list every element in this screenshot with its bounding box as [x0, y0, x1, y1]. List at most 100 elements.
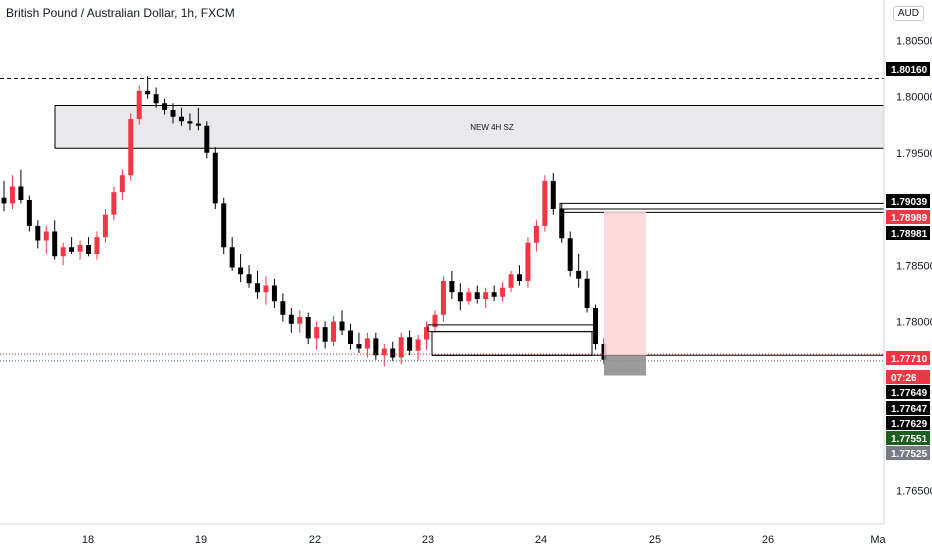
candle-body [119, 175, 125, 193]
x-tick-label: 25 [649, 534, 661, 546]
candle-body [297, 317, 303, 324]
target-zone[interactable] [604, 211, 646, 356]
candle-body [440, 281, 446, 315]
price-tag-label: 1.77647 [891, 404, 928, 415]
candle-body [398, 337, 404, 358]
candle-body [204, 125, 210, 153]
candle-body [584, 278, 590, 308]
candle-body [525, 242, 531, 281]
candle-body [322, 327, 328, 342]
range-box[interactable] [431, 331, 593, 356]
price-tag [886, 226, 930, 240]
candle-body [238, 267, 244, 275]
candle-body [474, 292, 480, 299]
candle-body [69, 247, 75, 252]
candle-body [221, 203, 227, 248]
candle-body [178, 116, 184, 122]
price-tag [886, 416, 930, 430]
x-tick-label: 18 [82, 534, 94, 546]
candle-body [212, 152, 218, 204]
candle-body [9, 186, 15, 204]
price-tag-label: 1.78981 [891, 229, 928, 240]
candle-body [449, 281, 455, 293]
candle-body [195, 123, 201, 126]
candle-body [153, 94, 159, 104]
price-tag-label: 07:26 [891, 373, 917, 384]
candle-body [35, 225, 41, 241]
candle-body [305, 317, 311, 339]
price-tag-label: 1.80160 [891, 65, 928, 76]
candle-body [567, 238, 573, 271]
y-tick-label: 1.79500 [896, 148, 932, 160]
candle-body [381, 348, 387, 356]
x-tick-label: 26 [762, 534, 774, 546]
candle-body [364, 338, 370, 349]
candle-body [26, 200, 32, 226]
price-tag-label: 1.79039 [891, 197, 928, 208]
demand-box[interactable] [427, 324, 595, 333]
candle-body [407, 337, 413, 351]
candle-body [43, 231, 49, 241]
currency-selector[interactable]: AUD [892, 6, 924, 21]
candle-body [347, 330, 353, 344]
chart-title: British Pound / Australian Dollar, 1h, F… [6, 6, 235, 20]
candle-body [94, 237, 100, 254]
price-tag-label: 1.77649 [891, 388, 928, 399]
candle-body [356, 344, 362, 349]
candle-body [263, 285, 269, 293]
candle-body [516, 274, 522, 281]
candle-body [533, 225, 539, 243]
y-tick-label: 1.80500 [896, 35, 932, 47]
price-tag-label: 1.77551 [891, 434, 928, 445]
candle-body [576, 270, 582, 279]
price-tag [886, 62, 930, 76]
candle-body [483, 292, 489, 299]
y-tick-label: 1.78000 [896, 317, 932, 329]
price-tag-label: 1.77629 [891, 419, 928, 430]
candle-body [491, 292, 497, 297]
candle-body [271, 285, 277, 302]
candle-body [457, 292, 463, 302]
candle-body [60, 247, 66, 257]
candle-body [542, 180, 548, 226]
y-tick-label: 1.76500 [896, 485, 932, 497]
candle-body [255, 283, 261, 293]
candle-body [18, 186, 24, 200]
candle-body [424, 327, 430, 340]
candle-body [390, 348, 396, 358]
price-tag-label: 1.78989 [891, 213, 928, 224]
candle-body [1, 197, 7, 204]
candle-body [415, 339, 421, 351]
candle-body [128, 119, 134, 176]
candle-body [170, 110, 176, 117]
candle-body [229, 247, 235, 268]
price-tag [886, 385, 930, 399]
candle-body [187, 121, 193, 124]
stop-zone[interactable] [604, 355, 646, 376]
x-tick-label: 19 [195, 534, 207, 546]
candle-body [52, 231, 58, 257]
candle-body [288, 314, 294, 324]
candle-body [314, 327, 320, 339]
candle-body [246, 274, 252, 284]
candle-body [550, 180, 556, 209]
zone-label: NEW 4H SZ [470, 123, 514, 132]
candle-body [280, 301, 286, 315]
candle-body [559, 209, 565, 239]
candle-body [466, 292, 472, 302]
price-tag [886, 210, 930, 224]
supply-zone[interactable] [54, 105, 885, 149]
candle-body [77, 245, 83, 252]
x-tick-label: Ma [870, 534, 886, 546]
order-block-1[interactable] [559, 202, 885, 210]
x-tick-label: 22 [309, 534, 321, 546]
candle-body [339, 321, 345, 331]
candle-body [136, 90, 142, 119]
price-tag [886, 351, 930, 365]
candle-body [102, 214, 108, 238]
price-tag-label: 1.77525 [891, 449, 928, 460]
price-tag [886, 370, 930, 384]
candle-body [432, 314, 438, 328]
candle-body [111, 192, 117, 215]
